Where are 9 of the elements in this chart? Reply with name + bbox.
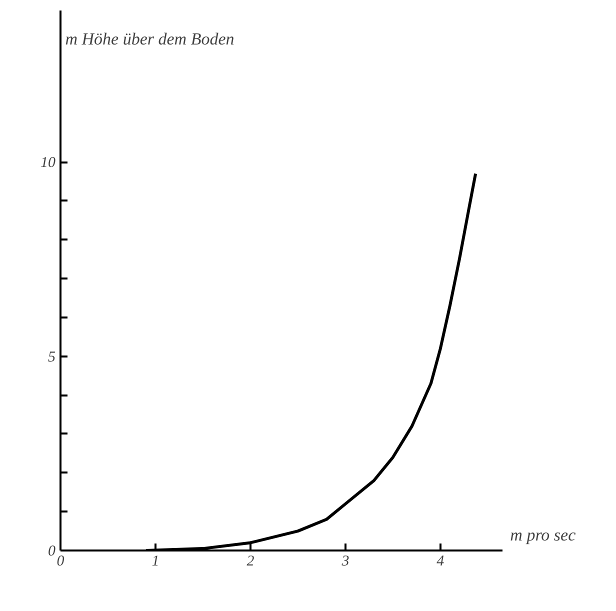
- x-tick-label: 4: [436, 554, 445, 570]
- x-tick-label: 2: [246, 554, 255, 570]
- y-axis-title: m Höhe über dem Boden: [65, 29, 234, 48]
- x-axis-title: m pro sec: [510, 526, 576, 544]
- y-tick-label: 0: [48, 544, 56, 560]
- y-tick-label: 10: [40, 155, 56, 172]
- x-tick-label: 1: [152, 554, 160, 570]
- x-tick-label: 3: [340, 554, 350, 570]
- y-tick-label: 5: [48, 349, 56, 366]
